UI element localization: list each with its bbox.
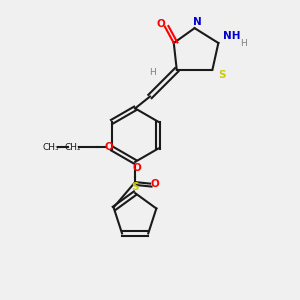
Text: O: O — [105, 142, 113, 152]
Text: H: H — [240, 38, 247, 47]
Text: NH: NH — [223, 31, 241, 40]
Text: CH₂: CH₂ — [64, 142, 81, 152]
Text: S: S — [218, 70, 226, 80]
Text: O: O — [132, 164, 141, 173]
Text: S: S — [131, 182, 138, 192]
Text: H: H — [149, 68, 156, 77]
Text: O: O — [151, 178, 159, 189]
Text: N: N — [193, 16, 202, 27]
Text: CH₃: CH₃ — [42, 142, 59, 152]
Text: O: O — [157, 19, 166, 29]
